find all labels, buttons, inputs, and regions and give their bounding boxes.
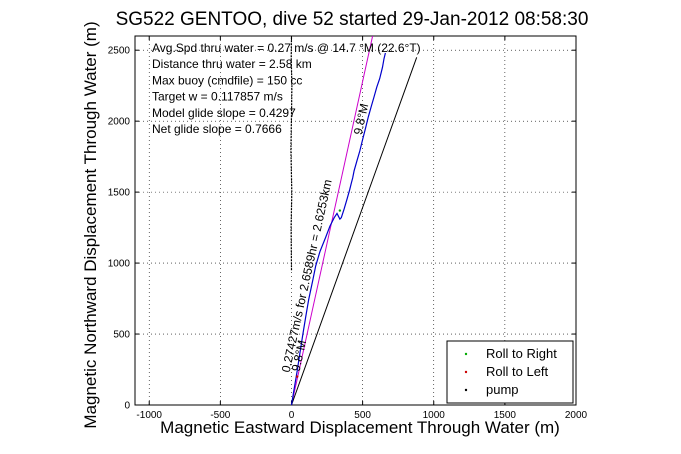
chart-title: SG522 GENTOO, dive 52 started 29-Jan-201… xyxy=(116,9,589,30)
series-line-track xyxy=(290,52,386,406)
x-tick-label: 500 xyxy=(354,410,371,421)
legend-box xyxy=(446,340,574,404)
reference-line-magenta xyxy=(291,35,374,406)
legend-marker-pump xyxy=(464,388,468,392)
legend: Roll to Right Roll to Left pump xyxy=(446,340,574,404)
annotation-line: Net glide slope = 0.7666 xyxy=(152,122,282,136)
y-tick-label: 0 xyxy=(124,401,130,412)
axes-box xyxy=(134,35,577,406)
roll-right-point xyxy=(338,209,342,212)
pump-track xyxy=(290,35,293,271)
annotation-line: Avg.Spd thru water = 0.27 m/s @ 14.7 °M … xyxy=(152,41,421,55)
x-axis-label: Magnetic Eastward Displacement Through W… xyxy=(160,418,560,437)
legend-marker-roll-right xyxy=(464,352,468,356)
annotation-line: Max buoy (cmdfile) = 150 cc xyxy=(152,73,302,87)
y-tick-label: 1000 xyxy=(108,259,131,270)
y-axis-label: Magnetic Northward Displacement Through … xyxy=(81,21,100,428)
annotation-block: Avg.Spd thru water = 0.27 m/s @ 14.7 °M … xyxy=(152,41,421,136)
legend-entry-roll-left: Roll to Left xyxy=(486,364,549,379)
x-tick-label: 1500 xyxy=(494,410,517,421)
annotation-line: Model glide slope = 0.4297 xyxy=(152,106,296,120)
data-layer xyxy=(290,35,418,406)
x-tick-label: -500 xyxy=(210,410,230,421)
legend-entry-pump: pump xyxy=(486,382,519,397)
x-tick-label: 2000 xyxy=(565,410,588,421)
legend-marker-roll-left xyxy=(464,370,468,374)
annotation-line: Distance thru water = 2.58 km xyxy=(152,57,312,71)
roll-left-point xyxy=(295,375,299,378)
heading-label-upper: 9.8°M xyxy=(351,102,371,136)
y-tick-label: 2500 xyxy=(108,46,131,57)
x-tick-label: 1000 xyxy=(423,410,446,421)
heading-label-lower: 9.8°M xyxy=(289,339,309,373)
y-tick-label: 500 xyxy=(113,330,130,341)
y-tick-label: 1500 xyxy=(108,188,131,199)
x-tick-label: 0 xyxy=(289,410,295,421)
axis-ticks: -1000 -500 0 500 1000 1500 2000 0 500 1000 1500 200… xyxy=(108,36,588,421)
legend-entry-roll-right: Roll to Right xyxy=(486,346,557,361)
reference-line-black xyxy=(291,57,418,406)
annotation-line: Target w = 0.117857 m/s xyxy=(152,90,283,104)
y-tick-label: 2000 xyxy=(108,117,131,128)
x-tick-label: -1000 xyxy=(136,410,162,421)
